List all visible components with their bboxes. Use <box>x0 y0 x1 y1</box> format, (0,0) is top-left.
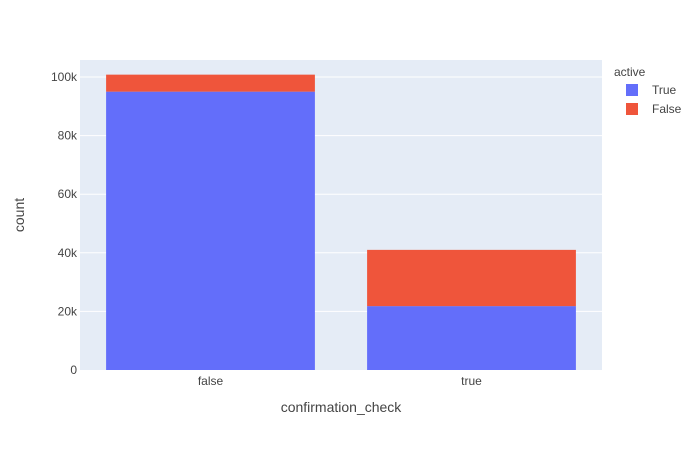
legend-swatch <box>626 103 638 115</box>
y-tick-label: 20k <box>58 304 78 318</box>
legend-item-false[interactable]: False <box>626 102 682 116</box>
x-axis-ticks: false true <box>198 374 482 388</box>
legend-label: True <box>652 83 677 97</box>
bar-false-false[interactable] <box>106 74 315 92</box>
x-tick-label: false <box>198 374 224 388</box>
y-tick-label: 100k <box>51 70 78 84</box>
legend-swatch <box>626 84 638 96</box>
bars[interactable] <box>106 74 576 370</box>
bar-true-true[interactable] <box>367 306 576 370</box>
y-tick-label: 40k <box>58 246 78 260</box>
y-tick-label: 0 <box>70 363 77 377</box>
x-axis-title: confirmation_check <box>281 399 403 415</box>
legend-title: active <box>614 65 646 79</box>
bar-true-false[interactable] <box>367 249 576 307</box>
x-tick-label: true <box>461 374 482 388</box>
legend-item-true[interactable]: True <box>626 83 677 97</box>
legend-label: False <box>652 102 682 116</box>
y-axis-ticks: 0 20k 40k 60k 80k 100k <box>51 70 78 377</box>
y-axis-title: count <box>11 198 27 232</box>
y-tick-label: 60k <box>58 187 78 201</box>
bar-false-true[interactable] <box>106 91 315 370</box>
y-tick-label: 80k <box>58 129 78 143</box>
legend[interactable]: active True False <box>614 65 682 116</box>
